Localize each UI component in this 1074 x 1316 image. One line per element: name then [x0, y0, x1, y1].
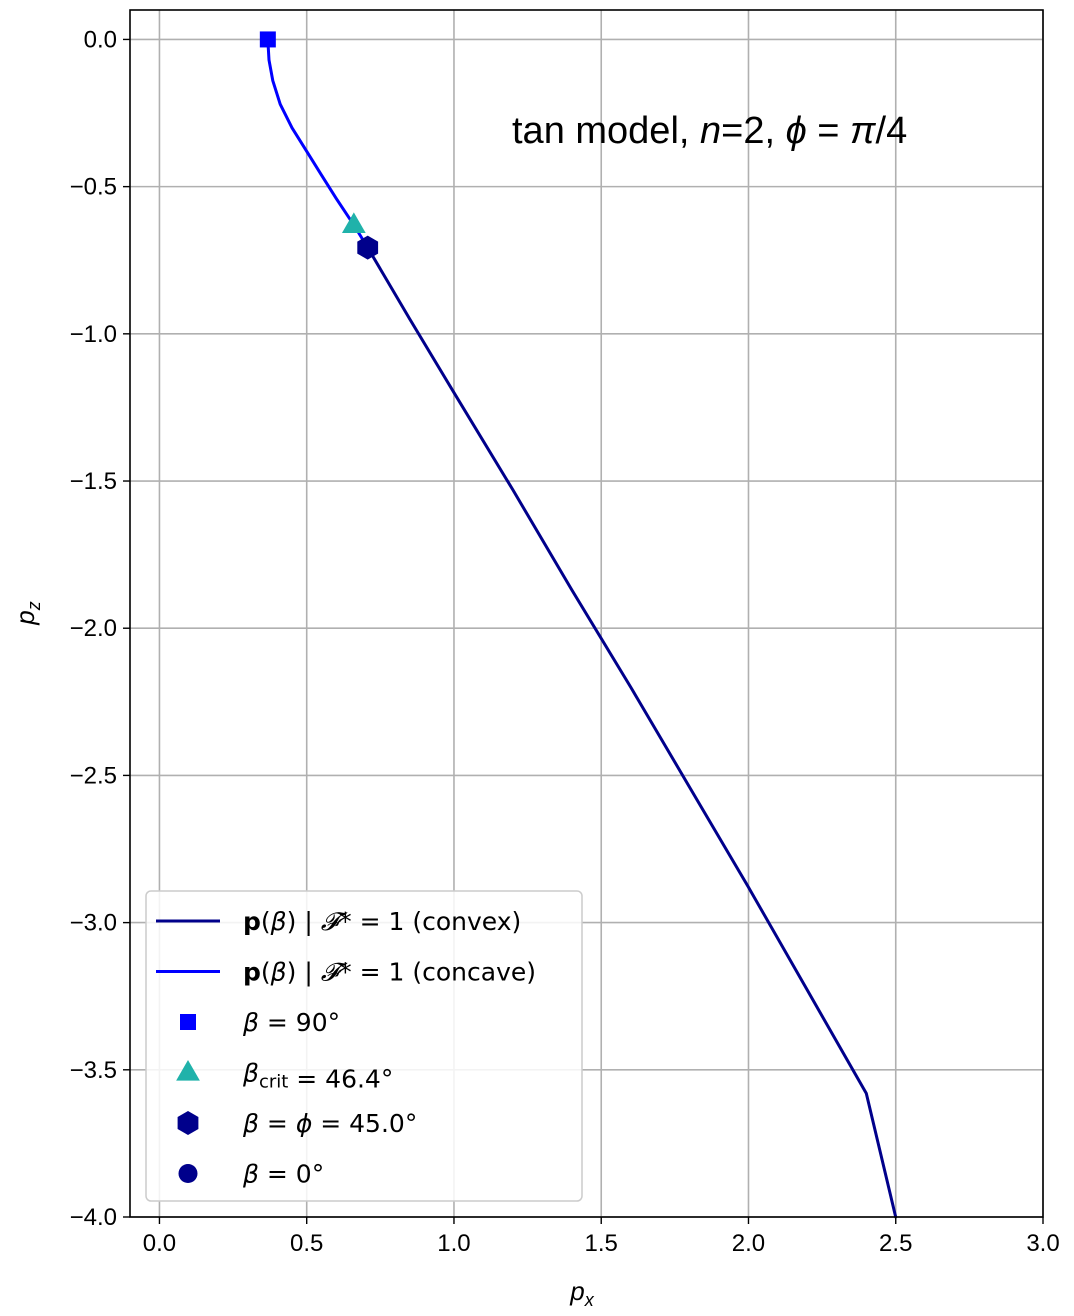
- chart-annotation: tan model, n=2, ϕ = π/4: [512, 110, 907, 152]
- series-lines: [266, 37, 898, 1219]
- legend-entry-part: =: [259, 1109, 296, 1138]
- legend-entry-label: β = 0°: [242, 1160, 324, 1189]
- legend-entry-part: = 90°: [259, 1008, 340, 1037]
- annotation-pi-fraction: /4: [876, 110, 908, 152]
- legend-items: p(β) | 𝓕* = 1 (convex) p(β) | 𝓕* = 1 (con…: [156, 907, 536, 1189]
- legend-entry-part: β: [242, 1059, 259, 1088]
- legend-entry-part: ) |: [287, 907, 321, 936]
- x-tick-label: 3.0: [1026, 1230, 1059, 1257]
- y-tick-label: −0.5: [70, 174, 117, 201]
- legend-entry-part: = 46.4°: [288, 1065, 393, 1094]
- legend-triangle-handle: [176, 1060, 200, 1081]
- y-axis-label-main: p: [10, 610, 40, 625]
- y-tick-label: −1.5: [70, 468, 117, 495]
- x-tick-label: 2.5: [879, 1230, 912, 1257]
- marker-hexagon: [357, 235, 379, 260]
- y-tick-label: −2.0: [70, 615, 117, 642]
- legend-entry-label: β = ϕ = 45.0°: [242, 1109, 417, 1138]
- x-tick-label: 1.5: [585, 1230, 618, 1257]
- annotation-n-symbol: n: [700, 110, 721, 152]
- legend-entry-part: ) |: [287, 958, 321, 987]
- legend-entry-part: β: [242, 1109, 259, 1138]
- y-tick-label: −3.5: [70, 1057, 117, 1084]
- legend-entry-part: p: [243, 907, 261, 936]
- series-line-convex: [366, 246, 898, 1219]
- y-axis-label-sub: z: [24, 601, 44, 611]
- marker-triangle: [341, 212, 366, 234]
- legend-entry-label: βcrit = 46.4°: [242, 1059, 393, 1094]
- annotation-equals: =: [807, 110, 850, 152]
- x-tick-label: 0.5: [290, 1230, 323, 1257]
- data-markers: [259, 31, 379, 260]
- legend-entry-part: * = 1 (concave): [339, 958, 536, 987]
- legend-entry-part: ϕ: [296, 1109, 313, 1138]
- legend-circle-handle: [178, 1164, 198, 1183]
- y-tick-label: −3.0: [70, 910, 117, 937]
- y-tick-label: −4.0: [70, 1204, 117, 1231]
- legend-square-handle: [180, 1014, 196, 1030]
- y-tick-label: 0.0: [84, 26, 117, 53]
- legend-entry-part: p: [243, 958, 261, 987]
- x-axis-label-main: p: [569, 1276, 584, 1306]
- legend-entry-part: = 45.0°: [312, 1109, 417, 1138]
- grid: [130, 10, 1044, 1218]
- legend-entry-part: = 0°: [259, 1160, 324, 1189]
- series-line-concave: [266, 37, 370, 250]
- legend-box: [145, 890, 583, 1202]
- x-tick-label: 2.0: [732, 1230, 765, 1257]
- legend-entry-part: * = 1 (convex): [339, 907, 521, 936]
- legend-entry-part: β: [270, 907, 287, 936]
- plot-frame: [129, 9, 1044, 1218]
- legend-hexagon-handle: [177, 1111, 199, 1135]
- marker-square: [259, 31, 276, 48]
- legend-entry-part: β: [242, 1008, 259, 1037]
- legend-entry-part: (: [261, 907, 271, 936]
- annotation-pi-symbol: π: [850, 110, 877, 152]
- legend-entry-label: p(β) | 𝓕* = 1 (concave): [243, 958, 536, 987]
- x-tick-label: 0.0: [143, 1230, 176, 1257]
- legend: p(β) | 𝓕* = 1 (convex) p(β) | 𝓕* = 1 (con…: [145, 890, 583, 1202]
- y-axis-label: pz: [10, 601, 44, 625]
- y-tick-label: −2.5: [70, 762, 117, 789]
- annotation-prefix: tan model,: [512, 110, 700, 152]
- legend-entry-part: (: [261, 958, 271, 987]
- legend-entry-part: β: [242, 1160, 259, 1189]
- annotation-phi-symbol: ϕ: [786, 110, 807, 152]
- x-axis-label: px: [569, 1276, 594, 1310]
- axis-ticks: 0.0 0.5 1.0 1.5 2.0 2.5 3.0 0.0 −0.5 −1.0 −1.5 −2.0…: [70, 26, 1060, 1257]
- annotation-n-value: =2,: [721, 110, 785, 152]
- y-tick-label: −1.0: [70, 321, 117, 348]
- x-axis-label-sub: x: [584, 1290, 595, 1310]
- legend-entry-part: crit: [259, 1072, 288, 1093]
- legend-entry-part: β: [270, 958, 287, 987]
- legend-entry-label: p(β) | 𝓕* = 1 (convex): [243, 907, 521, 936]
- legend-entry-label: β = 90°: [242, 1008, 340, 1037]
- x-tick-label: 1.0: [437, 1230, 470, 1257]
